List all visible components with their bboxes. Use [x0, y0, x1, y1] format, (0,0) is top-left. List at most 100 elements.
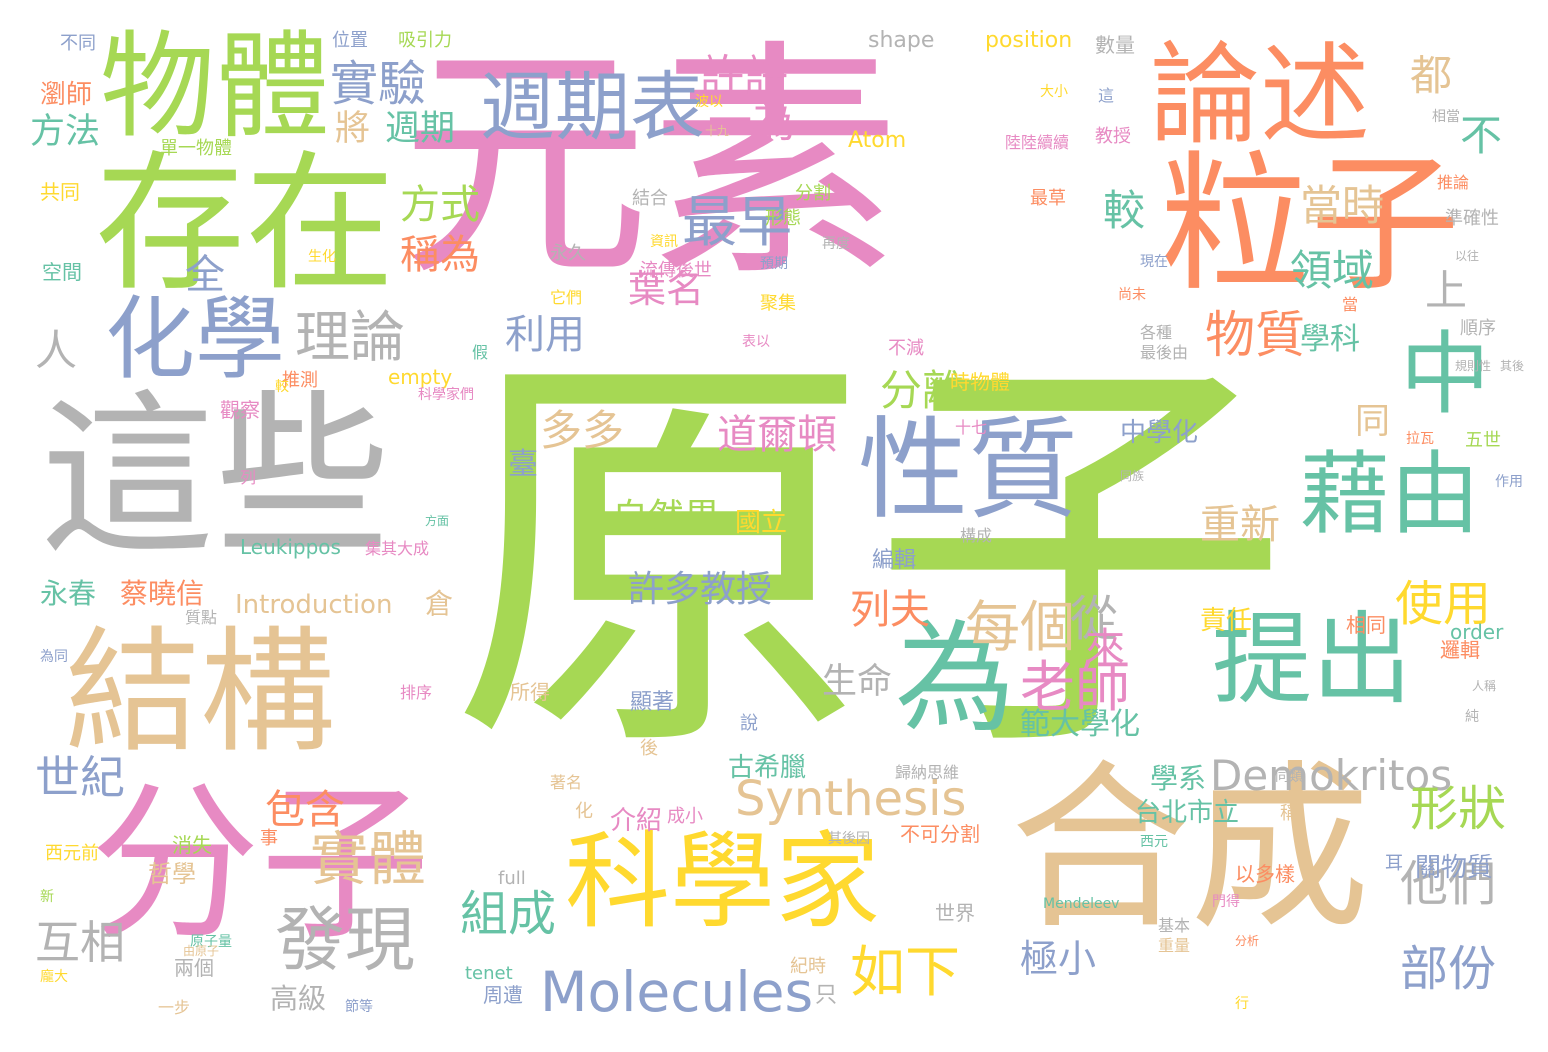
word-18: 週期表 [480, 63, 706, 151]
word-155: 事 [260, 828, 278, 849]
word-9: 物體 [100, 20, 331, 154]
word-74: 高級 [270, 982, 327, 1015]
word-31: 組成 [460, 886, 557, 942]
word-85: full [498, 868, 526, 889]
word-37: 一為 [708, 96, 796, 147]
word-21: Synthesis [735, 771, 967, 827]
word-80: Atom [848, 128, 907, 153]
word-87: Mendeleev [1043, 896, 1120, 912]
word-5: 粒子 [1160, 138, 1461, 312]
word-2: 元素 [400, 19, 900, 310]
word-66: 從 [1070, 591, 1119, 647]
word-138: 著名 [550, 773, 583, 792]
word-183: 尚未 [1118, 287, 1146, 303]
word-182: 現在 [1140, 254, 1168, 270]
word-157: 耳 [1385, 853, 1403, 874]
word-91: 不可分割 [900, 822, 980, 846]
word-119: 永久 [550, 243, 586, 264]
word-95: 關物質 [1415, 853, 1494, 883]
word-40: 較 [1103, 186, 1146, 235]
word-13: 科學家 [565, 821, 881, 943]
word-112: 瀏師 [40, 80, 93, 110]
word-12: 性質 [858, 406, 1078, 534]
word-62: 臺 [508, 447, 538, 482]
word-163: 列 [240, 468, 257, 487]
word-10: 論述 [1150, 31, 1370, 159]
word-153: 說 [740, 713, 758, 734]
word-51: 人 [35, 326, 78, 375]
word-83: empty [388, 365, 453, 389]
word-98: 哲學 [148, 860, 196, 888]
word-46: 週期 [385, 109, 456, 149]
word-79: Leukippos [240, 535, 341, 559]
word-126: 最草 [1030, 188, 1066, 209]
word-45: 將 [335, 109, 371, 149]
word-7: 合成 [1010, 745, 1371, 954]
word-61: 中學化 [1120, 418, 1199, 448]
word-100: 兩個 [174, 956, 214, 980]
word-102: 只 [815, 983, 838, 1008]
word-65: 生命 [822, 662, 893, 702]
word-115: 單一物體 [160, 138, 232, 159]
word-50: 全 [185, 252, 225, 298]
word-89: 介紹 [610, 806, 663, 836]
word-169: 流傳後世 [640, 260, 712, 281]
word-164: 新 [40, 889, 54, 905]
word-147: 節等 [345, 999, 373, 1015]
word-129: 不減 [888, 338, 924, 359]
word-178: 方面 [425, 514, 450, 528]
word-58: 許多教授 [628, 569, 773, 610]
word-30: 如下 [850, 940, 961, 1004]
word-128: 最後由 [1140, 343, 1189, 362]
word-101: 周遭 [483, 983, 523, 1007]
word-1: 原子 [450, 315, 1290, 804]
word-104: 所得 [510, 680, 550, 704]
word-156: 化 [575, 801, 593, 822]
word-149: 原子量 [190, 934, 232, 950]
word-23: 理論 [295, 305, 406, 369]
word-181: 這 [1098, 86, 1115, 105]
word-159: 行 [1235, 996, 1249, 1012]
word-114: 空間 [42, 260, 82, 284]
word-187: 作用 [1495, 474, 1523, 490]
word-110: 吸引力 [398, 30, 452, 51]
word-137: 集其大成 [365, 539, 430, 558]
word-131: 五世 [1465, 430, 1501, 451]
word-148: 龐大 [40, 969, 68, 985]
word-165: 生化 [308, 249, 336, 265]
word-56: 道爾頓 [717, 412, 837, 458]
word-142: 同類 [1275, 769, 1303, 785]
word-43: 上 [1425, 266, 1468, 315]
word-109: 位置 [332, 30, 368, 51]
word-171: 相當 [1432, 109, 1460, 125]
word-76: 永春 [40, 577, 97, 610]
word-185: 規則性 [1455, 359, 1492, 373]
word-78: Introduction [235, 590, 393, 620]
word-127: 各種 [1140, 323, 1173, 342]
word-60: 同 [1355, 402, 1391, 442]
word-14: 提出 [1212, 601, 1412, 718]
word-184: 當 [1342, 295, 1359, 314]
word-188: 以往 [1455, 249, 1480, 263]
word-161: 人稱 [1472, 679, 1497, 693]
word-118: 形態 [765, 208, 801, 229]
word-63: 國立 [735, 508, 788, 538]
word-28: 老師 [1020, 655, 1131, 719]
word-168: 資訊 [650, 234, 678, 250]
word-71: 包含 [265, 787, 345, 833]
word-69: 學系 [1150, 762, 1207, 795]
word-26: 發現 [275, 899, 415, 981]
word-97: 時物體 [950, 370, 1010, 394]
word-75: 台北市立 [1135, 798, 1240, 828]
word-130: 西元前 [45, 843, 99, 864]
word-158: 稱 [1280, 803, 1298, 824]
word-3: 這些 [40, 376, 390, 579]
word-120: 聚集 [760, 293, 796, 314]
word-117: 分割 [795, 183, 831, 204]
word-27: 實體 [310, 825, 427, 893]
word-132: 拉瓦 [1406, 431, 1434, 447]
word-32: 形狀 [1410, 781, 1507, 837]
word-154: 後 [640, 738, 658, 759]
word-122: 準確性 [1445, 208, 1499, 229]
word-174: 十九 [705, 124, 730, 138]
